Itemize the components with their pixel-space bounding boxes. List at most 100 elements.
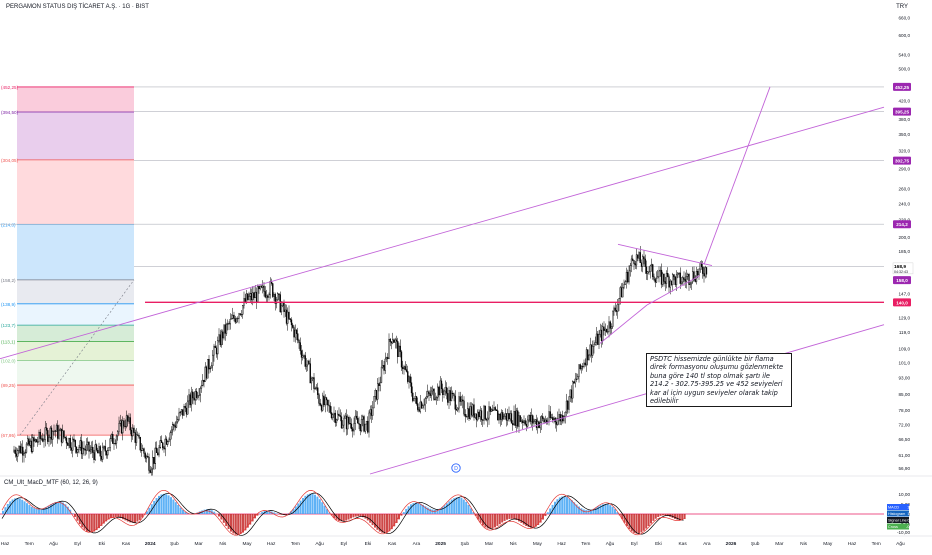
candle-body — [16, 454, 17, 457]
candle-body — [626, 272, 627, 282]
candle-body — [29, 439, 30, 446]
candle-body — [400, 346, 401, 352]
candle-body — [176, 422, 177, 427]
candle-body — [139, 435, 140, 437]
candle-body — [602, 327, 603, 341]
macd-bar — [446, 503, 448, 514]
y-tick-label: 61,00 — [899, 453, 911, 458]
x-tick-label: Eki — [655, 541, 662, 547]
macd-bar — [16, 498, 18, 514]
candle-body — [111, 434, 112, 438]
candle-body — [482, 420, 483, 421]
candle-body — [566, 401, 567, 412]
x-tick-label: Kas — [678, 541, 687, 547]
candle-body — [592, 346, 593, 355]
x-tick-label: Şub — [751, 541, 760, 547]
candle-body — [629, 271, 630, 282]
candle-body — [426, 396, 427, 398]
candle-body — [160, 440, 161, 447]
candle-body — [159, 448, 160, 455]
y-tick-label: 78,00 — [899, 408, 911, 413]
annotation-note[interactable]: PSDTC hissemizde günlükte bir flama dire… — [646, 353, 792, 407]
candle-body — [374, 396, 375, 408]
candle-body — [124, 421, 125, 427]
candle-body — [415, 396, 416, 398]
candle-body — [484, 406, 485, 420]
candle-body — [169, 440, 170, 442]
candle-body — [620, 288, 621, 299]
candle-body — [474, 405, 475, 418]
candle-body — [456, 409, 457, 410]
macd-bar — [112, 514, 114, 517]
candle-body — [144, 449, 145, 454]
fib-zone — [17, 385, 134, 435]
candle-body — [457, 408, 458, 410]
candle-body — [642, 257, 643, 267]
candle-body — [372, 408, 373, 416]
candle-body — [586, 350, 587, 365]
candle-body — [21, 447, 22, 453]
candle-body — [480, 411, 481, 417]
candle-body — [697, 271, 698, 275]
candle-body — [42, 439, 43, 442]
candle-body — [209, 359, 210, 369]
macd-bar — [33, 508, 35, 514]
candle-body — [486, 419, 487, 420]
macd-bar — [628, 514, 630, 529]
candle-body — [130, 418, 131, 431]
candle-body — [367, 421, 368, 432]
macd-bar — [530, 514, 532, 528]
candle-body — [464, 401, 465, 414]
candle-body — [646, 267, 647, 274]
macd-bar — [237, 514, 239, 535]
candle-body — [131, 430, 132, 436]
candle-body — [597, 334, 598, 345]
macd-bar — [91, 514, 93, 532]
candle-body — [335, 413, 336, 423]
y-tick-label: 240,0 — [899, 201, 911, 206]
candle-body — [591, 345, 592, 356]
candle-body — [619, 299, 620, 305]
macd-bar — [494, 514, 496, 527]
macd-bar — [434, 510, 436, 514]
candle-body — [391, 342, 392, 343]
candle-body — [257, 286, 258, 301]
candle-body — [389, 339, 390, 359]
candle-body — [166, 439, 167, 444]
x-tick-label: Ağu — [315, 541, 324, 547]
candle-body — [334, 413, 335, 415]
candle-body — [121, 421, 122, 433]
macd-bar — [463, 500, 465, 514]
candle-body — [689, 274, 690, 284]
macd-bar — [640, 514, 642, 532]
candle-body — [612, 311, 613, 327]
candle-body — [432, 389, 433, 391]
candle-body — [289, 312, 290, 318]
macd-legend-label: Signal Line — [888, 519, 907, 523]
macd-bar — [60, 502, 62, 514]
candle-body — [677, 273, 678, 275]
candle-body — [337, 414, 338, 420]
candle-body — [242, 306, 243, 315]
candle-body — [239, 314, 240, 319]
candle-body — [506, 413, 507, 420]
macd-bar — [652, 514, 654, 521]
candle-body — [594, 344, 595, 346]
candle-body — [77, 449, 78, 452]
candle-body — [385, 359, 386, 370]
candle-body — [54, 431, 55, 432]
macd-bar — [568, 498, 570, 514]
macd-bar — [400, 514, 402, 516]
y-tick-label: 147,0 — [899, 291, 911, 296]
candle-body — [346, 416, 347, 429]
candle-body — [356, 416, 357, 418]
candle-body — [550, 412, 551, 418]
candle-body — [206, 367, 207, 378]
candle-body — [447, 393, 448, 402]
candle-body — [692, 272, 693, 282]
candle-body — [452, 393, 453, 394]
candle-body — [279, 294, 280, 295]
macd-bar — [276, 513, 278, 514]
candle-body — [187, 401, 188, 414]
